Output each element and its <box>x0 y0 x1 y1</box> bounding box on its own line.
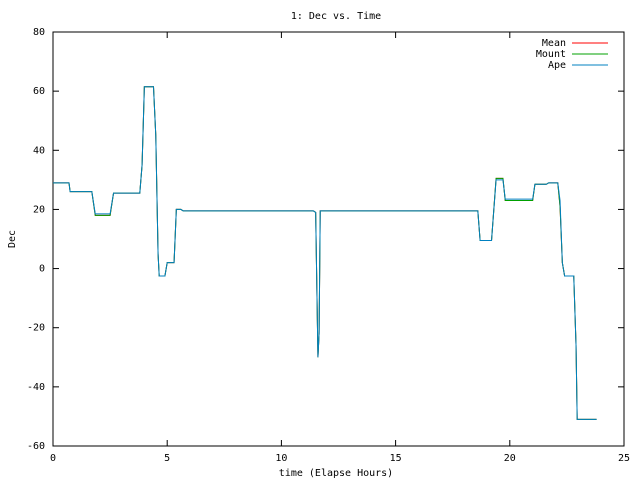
legend-label: Mount <box>536 49 566 60</box>
legend-label: Ape <box>548 60 566 71</box>
x-tick-label: 25 <box>618 453 630 464</box>
series-line <box>53 86 597 420</box>
y-tick-label: -40 <box>27 382 45 393</box>
y-tick-label: 40 <box>33 145 45 156</box>
x-tick-label: 0 <box>50 453 56 464</box>
y-tick-label: 0 <box>39 264 45 275</box>
x-tick-label: 10 <box>275 453 287 464</box>
y-tick-label: 80 <box>33 27 45 38</box>
legend-label: Mean <box>542 38 566 49</box>
series-line <box>53 86 597 420</box>
x-axis-label: time (Elapse Hours) <box>279 468 393 479</box>
chart-title: 1: Dec vs. Time <box>291 11 381 22</box>
plot-border <box>52 31 625 447</box>
y-tick-label: -60 <box>27 441 45 452</box>
x-tick-label: 15 <box>390 453 402 464</box>
y-axis-label: Dec <box>7 230 18 248</box>
y-tick-label: -20 <box>27 323 45 334</box>
x-tick-label: 20 <box>504 453 516 464</box>
y-tick-label: 60 <box>33 86 45 97</box>
y-tick-label: 20 <box>33 204 45 215</box>
x-tick-label: 5 <box>164 453 170 464</box>
series-line <box>53 86 597 420</box>
